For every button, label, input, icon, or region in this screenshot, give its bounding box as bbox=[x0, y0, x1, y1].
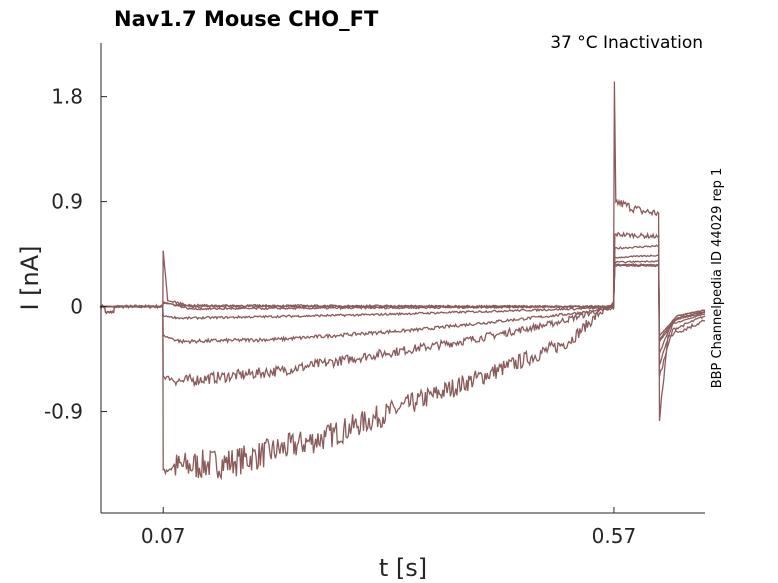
y-tick-label: 0.9 bbox=[51, 190, 83, 214]
y-tick-label: -0.9 bbox=[44, 400, 83, 424]
y-tick-label: 0 bbox=[70, 295, 83, 319]
y-axis-label: I [nA] bbox=[16, 245, 44, 310]
current-trace-trace-5 bbox=[100, 259, 706, 344]
x-axis-label: t [s] bbox=[379, 554, 427, 582]
current-trace-trace-3 bbox=[99, 244, 706, 366]
current-trace-trace-7 bbox=[99, 264, 706, 338]
x-tick-label: 0.57 bbox=[592, 524, 637, 548]
chart-title: Nav1.7 Mouse CHO_FT bbox=[114, 7, 379, 31]
traces bbox=[99, 81, 706, 481]
condition-annotation: 37 °C Inactivation bbox=[550, 33, 703, 53]
y-tick-label: 1.8 bbox=[51, 85, 83, 109]
source-label: BBP Channelpedia ID 44029 rep 1 bbox=[710, 168, 725, 389]
x-tick-label: 0.07 bbox=[141, 524, 186, 548]
